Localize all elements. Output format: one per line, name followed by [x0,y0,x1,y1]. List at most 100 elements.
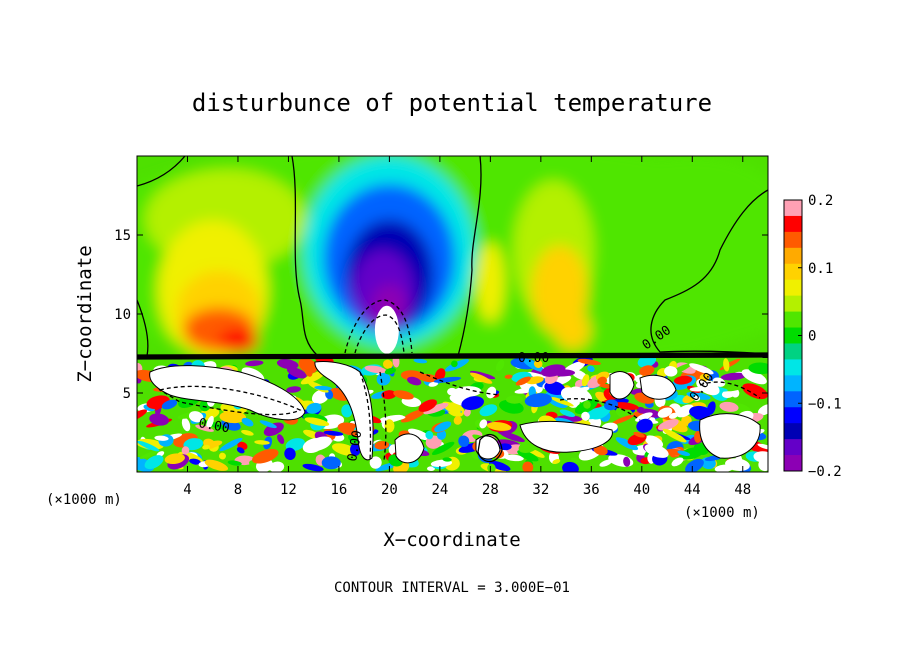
bl-patch [380,415,406,422]
boundary-layer-field [137,354,768,472]
bl-patch [693,395,701,402]
colorbar-tick-label: −0.2 [808,464,842,480]
bl-patch [458,435,470,447]
contour-line [419,371,501,396]
bl-patch [189,458,201,465]
contour-line [559,398,641,421]
x-tick-label: 48 [734,482,751,498]
bl-patch [300,370,326,385]
bl-patch [644,443,669,458]
bl-patch [161,399,178,410]
x-unit-left: (×1000 m) [46,492,122,508]
colorbar-tick-label: −0.1 [808,396,842,412]
bl-patch [686,391,711,400]
y-tick-label: 15 [114,228,131,244]
colorbar-swatch [784,327,802,344]
bl-patch [583,400,591,409]
bl-patch [202,444,210,450]
contour-line [137,299,149,357]
contour-line [359,371,372,461]
bl-patch [723,358,730,372]
bl-patch [685,458,704,472]
bl-patch [469,370,496,380]
bl-patch [657,419,679,431]
bl-patch [676,404,694,418]
field-blob [476,242,505,323]
bl-patch [311,389,330,404]
bl-patch [712,377,726,387]
bl-patch [597,376,608,385]
contour-line [137,354,768,358]
bl-patch [306,402,322,414]
bl-patch [613,402,639,410]
bl-patch [611,414,634,425]
bl-patch [636,418,653,433]
bl-patch [266,463,276,471]
bl-patch [236,447,245,454]
x-tick-label: 32 [532,482,549,498]
bl-patch [428,381,439,387]
contour-line [457,156,482,357]
bl-patch [252,448,279,464]
bl-patch [154,435,169,441]
colorbar-swatch [784,247,802,265]
bl-patch [442,457,452,462]
bl-patch [364,365,387,374]
colorbar-swatch [784,311,802,329]
bl-patch [254,440,270,445]
bl-patch [204,459,229,471]
bl-patch [461,396,485,410]
bl-patch [719,401,739,412]
colorbar-swatch [784,200,802,217]
y-tick-label: 10 [114,307,131,323]
bl-white-region [519,420,613,453]
contour-line [699,381,761,399]
bl-patch [206,415,214,429]
bl-patch [451,360,458,368]
x-tick-label: 12 [280,482,297,498]
bl-patch [384,367,396,375]
y-axis-label: Z−coordinate [74,245,96,382]
bl-patch [245,360,264,367]
bl-patch [286,367,307,379]
bl-patch [433,376,462,383]
x-tick-label: 24 [431,482,448,498]
colorbar-swatch [784,343,802,360]
x-axis-label: X−coordinate [383,529,520,551]
bl-patch [757,404,768,416]
bl-patch [635,412,653,422]
bl-patch [227,460,242,466]
bl-patch [434,421,452,433]
bl-patch [522,461,534,472]
bl-patch [350,443,361,456]
x-tick-label: 36 [583,482,600,498]
y-tick-label: 5 [123,386,131,402]
bl-patch [639,365,655,376]
contour-label: 0.00 [518,351,549,366]
bl-patch [218,452,226,460]
contour-line [158,385,302,416]
colorbar-swatch [784,439,802,456]
bl-patch [499,431,525,443]
bl-patch [188,411,204,423]
bl-patch [689,405,711,419]
bl-patch [400,370,425,382]
bl-patch [522,358,544,372]
colorbar-swatch [784,263,802,281]
bl-patch [413,358,428,364]
bl-patch [714,464,734,472]
bl-patch [689,363,714,375]
contour-label: 0.00 [345,429,365,462]
bl-patch [748,362,768,375]
bl-patch [376,372,391,386]
bl-patch [341,404,353,418]
bl-patch [219,437,243,452]
bl-patch [699,373,710,382]
bl-patch [434,368,446,382]
contour-label: 0.00 [197,416,230,436]
contour-line [137,355,768,359]
bl-patch [504,454,524,462]
colorbar-tick-label: 0 [808,329,816,345]
x-axis: 4 8 12 16 20 24 28 32 36 40 44 48 [183,156,751,498]
bl-patch [677,450,691,456]
